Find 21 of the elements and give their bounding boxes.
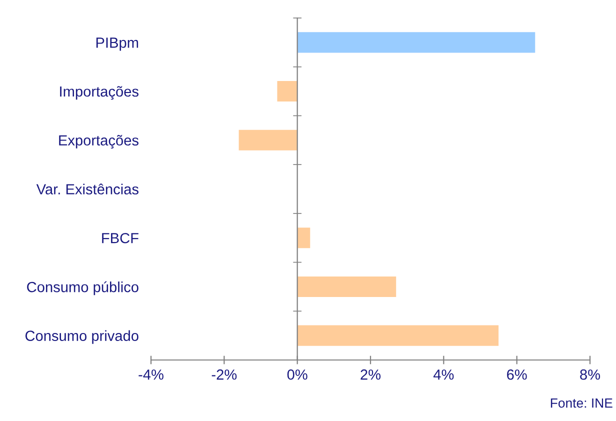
y-tick-label: Consumo privado: [25, 330, 138, 344]
y-tick-label: Exportações: [59, 134, 138, 148]
y-tick-label: PIBpm: [96, 38, 138, 51]
y-tick-label: Consumo público: [27, 281, 138, 296]
bar: [297, 32, 536, 53]
x-tick-label: 8%: [580, 369, 600, 380]
bar: [297, 325, 499, 346]
x-tick-label: 2%: [360, 369, 381, 380]
y-tick-label: FBCF: [102, 232, 138, 244]
x-tick-label: -4%: [138, 369, 164, 380]
source-note: Fonte: INE: [550, 398, 612, 408]
bar: [238, 130, 298, 150]
y-tick-label: Importações: [60, 86, 138, 100]
x-tick-label: -2%: [212, 369, 237, 380]
y-tick-label: Var. Existências: [36, 184, 138, 194]
bar: [297, 228, 310, 248]
x-tick-label: 6%: [507, 369, 527, 380]
bar: [277, 81, 298, 102]
bar: [297, 276, 396, 297]
x-tick-label: 0%: [287, 369, 308, 380]
x-tick-label: 4%: [433, 369, 454, 380]
